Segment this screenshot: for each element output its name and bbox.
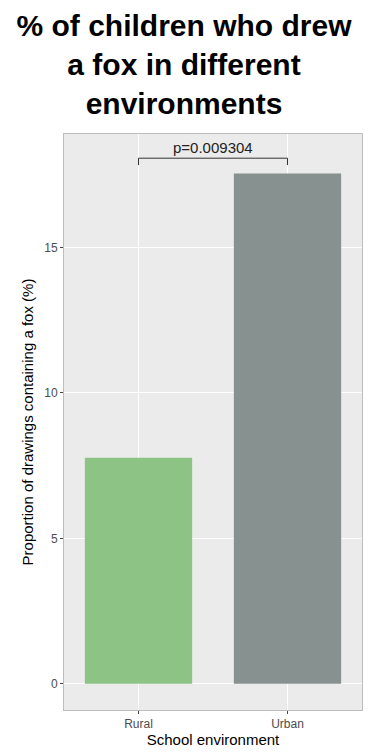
svg-text:5: 5 — [51, 532, 58, 546]
svg-text:% of children who drewa fox in: % of children who drewa fox in different… — [16, 9, 352, 120]
svg-text:School environment: School environment — [147, 731, 280, 748]
svg-text:15: 15 — [44, 241, 58, 255]
svg-text:10: 10 — [44, 386, 58, 400]
svg-text:Rural: Rural — [124, 717, 153, 731]
svg-text:Proportion of drawings contain: Proportion of drawings containing a fox … — [19, 279, 36, 566]
svg-text:0: 0 — [51, 677, 58, 691]
svg-text:Urban: Urban — [271, 717, 304, 731]
svg-text:p=0.009304: p=0.009304 — [173, 139, 253, 156]
